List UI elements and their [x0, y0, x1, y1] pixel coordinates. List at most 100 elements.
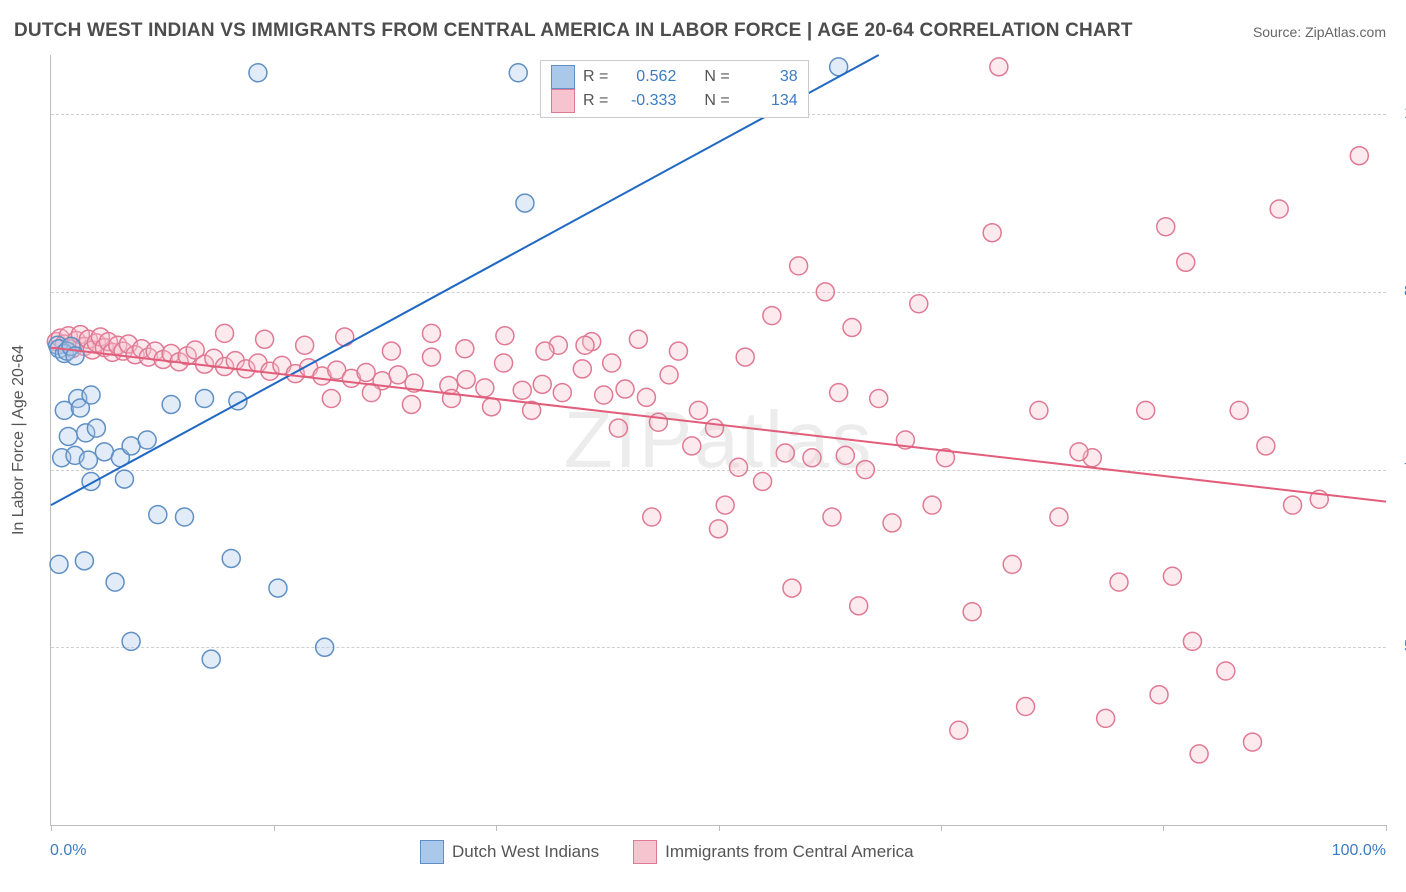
data-point	[637, 388, 655, 406]
data-point	[660, 366, 678, 384]
data-point	[162, 395, 180, 413]
x-tick-mark	[941, 825, 942, 831]
data-point	[776, 444, 794, 462]
data-point	[1190, 745, 1208, 763]
data-point	[82, 386, 100, 404]
series-legend: Dutch West Indians Immigrants from Centr…	[420, 840, 938, 864]
y-tick-label: 70.0%	[1396, 461, 1406, 479]
x-tick-mark	[51, 825, 52, 831]
data-point	[1050, 508, 1068, 526]
source-label: Source: ZipAtlas.com	[1253, 24, 1386, 40]
correlation-row-central: R = -0.333 N = 134	[551, 89, 798, 113]
data-point	[79, 451, 97, 469]
data-point	[357, 363, 375, 381]
x-tick-mark	[1386, 825, 1387, 831]
chart-container: DUTCH WEST INDIAN VS IMMIGRANTS FROM CEN…	[0, 0, 1406, 892]
data-point	[643, 508, 661, 526]
data-point	[1017, 698, 1035, 716]
data-point	[870, 390, 888, 408]
data-point	[603, 354, 621, 372]
legend-swatch-icon	[420, 840, 444, 864]
legend-label: Dutch West Indians	[452, 842, 599, 862]
data-point	[322, 390, 340, 408]
data-point	[75, 552, 93, 570]
plot-area: 55.0%70.0%85.0%100.0% ZIPatlas	[50, 55, 1386, 826]
data-point	[222, 549, 240, 567]
data-point	[963, 603, 981, 621]
data-point	[669, 342, 687, 360]
chart-title: DUTCH WEST INDIAN VS IMMIGRANTS FROM CEN…	[14, 20, 1133, 42]
data-point	[1183, 632, 1201, 650]
data-point	[616, 380, 634, 398]
data-point	[516, 194, 534, 212]
n-value: 38	[738, 68, 798, 86]
data-point	[754, 472, 772, 490]
data-point	[316, 638, 334, 656]
data-point	[1003, 555, 1021, 573]
data-point	[1350, 147, 1368, 165]
trend-line	[51, 348, 1386, 502]
data-point	[122, 632, 140, 650]
data-point	[1030, 401, 1048, 419]
data-point	[1177, 253, 1195, 271]
legend-item-dutch: Dutch West Indians	[420, 840, 599, 864]
scatter-svg	[51, 55, 1386, 825]
y-tick-label: 85.0%	[1396, 283, 1406, 301]
data-point	[536, 342, 554, 360]
r-value: -0.333	[616, 92, 676, 110]
data-point	[496, 327, 514, 345]
data-point	[476, 379, 494, 397]
data-point	[910, 295, 928, 313]
data-point	[1244, 733, 1262, 751]
data-point	[649, 413, 667, 431]
correlation-legend: R = 0.562 N = 38 R = -0.333 N = 134	[540, 60, 809, 118]
data-point	[216, 324, 234, 342]
legend-label: Immigrants from Central America	[665, 842, 913, 862]
y-tick-label: 100.0%	[1396, 105, 1406, 123]
data-point	[763, 307, 781, 325]
x-tick-mark	[496, 825, 497, 831]
x-tick-mark	[274, 825, 275, 831]
data-point	[196, 390, 214, 408]
data-point	[716, 496, 734, 514]
trend-line	[51, 55, 879, 505]
data-point	[256, 330, 274, 348]
n-label: N =	[704, 92, 729, 110]
data-point	[1137, 401, 1155, 419]
data-point	[689, 401, 707, 419]
data-point	[269, 579, 287, 597]
data-point	[730, 458, 748, 476]
data-point	[1257, 437, 1275, 455]
data-point	[790, 257, 808, 275]
x-tick-mark	[719, 825, 720, 831]
correlation-row-dutch: R = 0.562 N = 38	[551, 65, 798, 89]
data-point	[629, 330, 647, 348]
data-point	[495, 354, 513, 372]
data-point	[362, 384, 380, 402]
data-point	[705, 419, 723, 437]
data-point	[783, 579, 801, 597]
data-point	[1217, 662, 1235, 680]
data-point	[456, 340, 474, 358]
data-point	[1150, 686, 1168, 704]
data-point	[457, 371, 475, 389]
data-point	[683, 437, 701, 455]
data-point	[836, 446, 854, 464]
data-point	[595, 386, 613, 404]
data-point	[1270, 200, 1288, 218]
data-point	[816, 283, 834, 301]
data-point	[950, 721, 968, 739]
data-point	[422, 324, 440, 342]
data-point	[990, 58, 1008, 76]
data-point	[1284, 496, 1302, 514]
n-label: N =	[704, 68, 729, 86]
data-point	[389, 366, 407, 384]
x-tick-mark	[1163, 825, 1164, 831]
data-point	[176, 508, 194, 526]
x-tick-label-min: 0.0%	[50, 842, 86, 860]
r-label: R =	[583, 92, 608, 110]
data-point	[883, 514, 901, 532]
data-point	[149, 506, 167, 524]
data-point	[59, 427, 77, 445]
data-point	[533, 375, 551, 393]
